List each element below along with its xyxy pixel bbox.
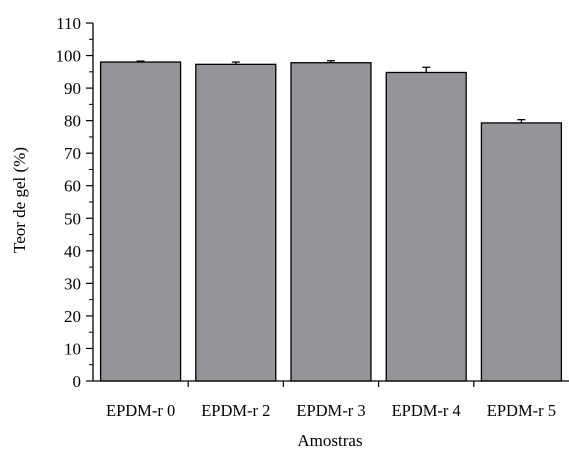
bar	[99, 61, 182, 382]
x-axis-title: Amostras	[297, 431, 362, 450]
y-axis: 0 10 20 30 40 50 60 70 80 90 100 110	[56, 14, 94, 391]
x-tick-label: EPDM-r 0	[106, 401, 175, 420]
x-tick-label: EPDM-r 5	[487, 401, 556, 420]
y-tick-label: 40	[64, 242, 81, 261]
y-tick-label: 0	[73, 372, 82, 391]
x-tick-label: EPDM-r 4	[392, 401, 461, 420]
x-tick-label: EPDM-r 3	[296, 401, 365, 420]
y-tick-label: 30	[64, 274, 81, 293]
y-tick-label: 20	[64, 307, 81, 326]
y-tick-label: 100	[56, 47, 82, 66]
y-axis-title: Teor de gel (%)	[10, 147, 29, 253]
bars-group	[99, 61, 563, 382]
y-tick-label: 10	[64, 339, 81, 358]
x-axis: EPDM-r 0 EPDM-r 2 EPDM-r 3 EPDM-r 4 EPDM-r 5	[93, 380, 569, 420]
bar	[385, 71, 467, 382]
error-bars-group	[136, 60, 526, 123]
y-tick-label: 80	[64, 112, 81, 131]
y-tick-label: 70	[64, 144, 81, 163]
y-tick-label: 110	[56, 14, 81, 33]
bar	[480, 122, 563, 382]
bar	[290, 62, 372, 382]
bar	[195, 63, 277, 382]
y-tick-label: 60	[64, 177, 81, 196]
y-tick-label: 90	[64, 79, 81, 98]
x-tick-label: EPDM-r 2	[201, 401, 270, 420]
y-tick-label: 50	[64, 209, 81, 228]
